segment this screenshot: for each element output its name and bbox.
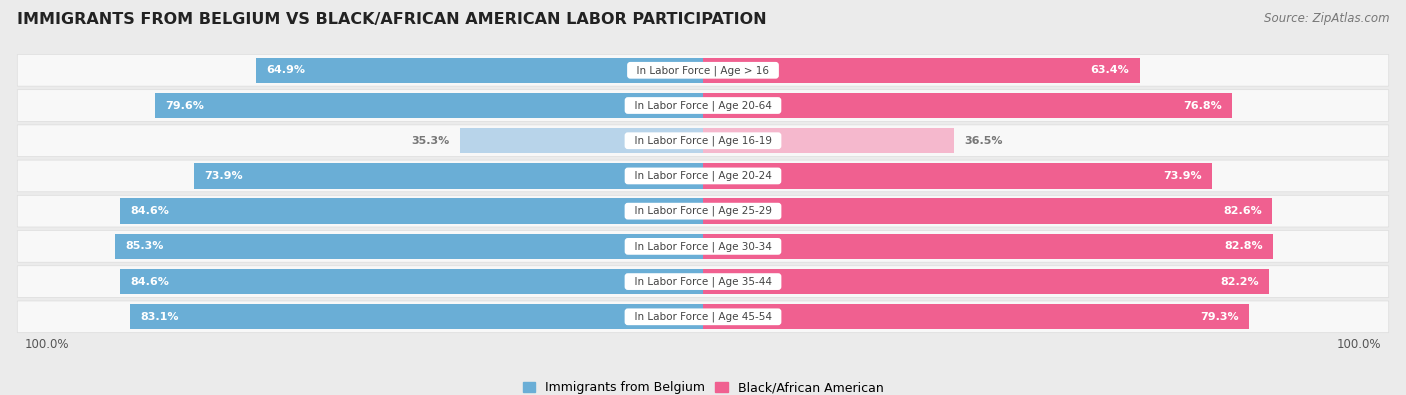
FancyBboxPatch shape <box>17 160 1389 192</box>
FancyBboxPatch shape <box>17 125 1389 156</box>
Legend: Immigrants from Belgium, Black/African American: Immigrants from Belgium, Black/African A… <box>519 377 887 395</box>
FancyBboxPatch shape <box>17 195 1389 227</box>
Text: 100.0%: 100.0% <box>24 338 69 351</box>
Bar <box>703 234 1274 259</box>
Bar <box>460 128 703 153</box>
Text: 82.2%: 82.2% <box>1220 276 1258 287</box>
Text: 73.9%: 73.9% <box>204 171 243 181</box>
Bar <box>703 128 955 153</box>
Bar <box>115 234 703 259</box>
Text: In Labor Force | Age 35-44: In Labor Force | Age 35-44 <box>627 276 779 287</box>
Bar <box>194 163 703 189</box>
Bar <box>703 58 1140 83</box>
FancyBboxPatch shape <box>17 266 1389 297</box>
Text: 100.0%: 100.0% <box>1337 338 1382 351</box>
FancyBboxPatch shape <box>17 301 1389 333</box>
Text: In Labor Force | Age > 16: In Labor Force | Age > 16 <box>630 65 776 75</box>
Text: 79.6%: 79.6% <box>165 100 204 111</box>
FancyBboxPatch shape <box>17 55 1389 86</box>
Text: In Labor Force | Age 16-19: In Labor Force | Age 16-19 <box>627 135 779 146</box>
Bar <box>120 198 703 224</box>
Bar <box>703 93 1232 118</box>
Text: 76.8%: 76.8% <box>1182 100 1222 111</box>
Text: IMMIGRANTS FROM BELGIUM VS BLACK/AFRICAN AMERICAN LABOR PARTICIPATION: IMMIGRANTS FROM BELGIUM VS BLACK/AFRICAN… <box>17 12 766 27</box>
Text: In Labor Force | Age 20-64: In Labor Force | Age 20-64 <box>628 100 778 111</box>
Text: In Labor Force | Age 20-24: In Labor Force | Age 20-24 <box>628 171 778 181</box>
Text: 83.1%: 83.1% <box>141 312 180 322</box>
FancyBboxPatch shape <box>17 90 1389 121</box>
Text: 36.5%: 36.5% <box>965 136 1004 146</box>
Text: 73.9%: 73.9% <box>1163 171 1202 181</box>
Bar <box>256 58 703 83</box>
Bar <box>703 269 1270 294</box>
Text: 82.6%: 82.6% <box>1223 206 1261 216</box>
Text: In Labor Force | Age 30-34: In Labor Force | Age 30-34 <box>628 241 778 252</box>
Text: 85.3%: 85.3% <box>125 241 165 251</box>
FancyBboxPatch shape <box>17 231 1389 262</box>
Text: In Labor Force | Age 25-29: In Labor Force | Age 25-29 <box>627 206 779 216</box>
Text: 64.9%: 64.9% <box>266 65 305 75</box>
Bar <box>155 93 703 118</box>
Text: In Labor Force | Age 45-54: In Labor Force | Age 45-54 <box>627 312 779 322</box>
Text: 82.8%: 82.8% <box>1225 241 1263 251</box>
Bar <box>131 304 703 329</box>
Text: 84.6%: 84.6% <box>131 276 169 287</box>
Bar <box>703 163 1212 189</box>
Text: 79.3%: 79.3% <box>1201 312 1239 322</box>
Bar <box>120 269 703 294</box>
Text: 35.3%: 35.3% <box>411 136 450 146</box>
Bar <box>703 304 1250 329</box>
Bar <box>703 198 1272 224</box>
Text: 84.6%: 84.6% <box>131 206 169 216</box>
Text: 63.4%: 63.4% <box>1091 65 1129 75</box>
Text: Source: ZipAtlas.com: Source: ZipAtlas.com <box>1264 12 1389 25</box>
